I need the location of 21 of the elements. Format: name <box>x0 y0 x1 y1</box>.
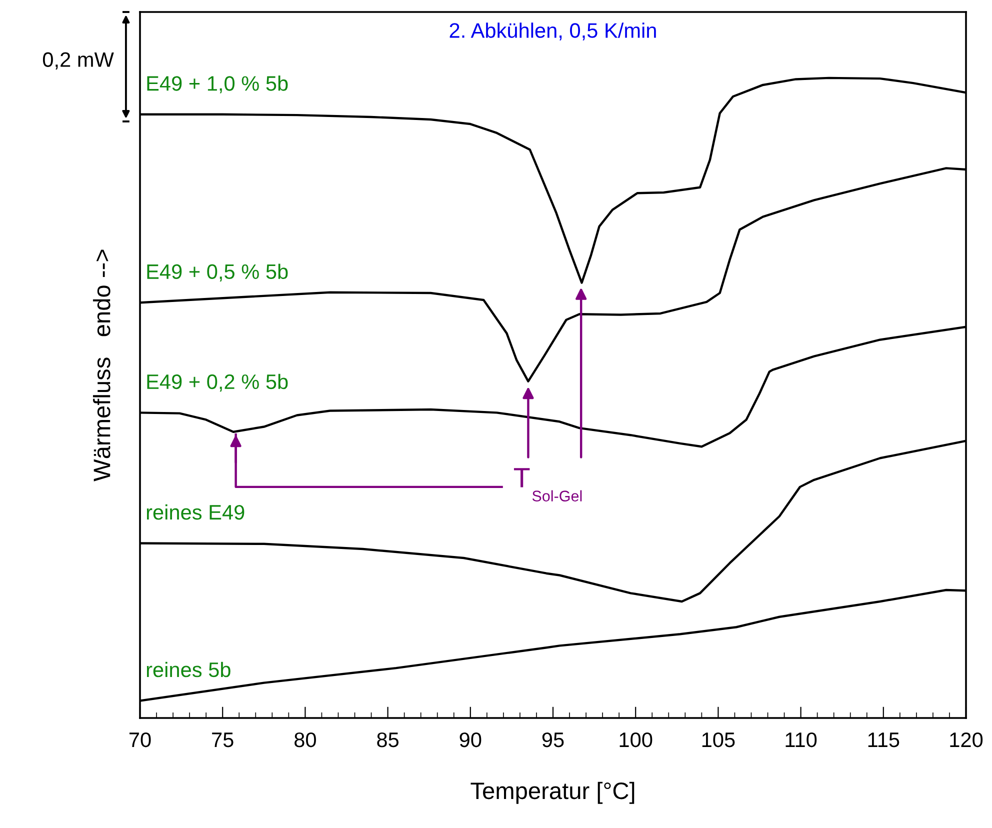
chart-title: 2. Abkühlen, 0,5 K/min <box>450 22 656 40</box>
x-tick-label: 90 <box>460 732 482 748</box>
x-tick-label: 120 <box>950 732 983 748</box>
x-tick-label: 100 <box>620 732 652 748</box>
annotation: TSol-Gel <box>514 468 582 502</box>
series-label: E49 + 0,2 % 5b <box>147 374 288 392</box>
series-label: E49 + 0,5 % 5b <box>147 264 288 282</box>
x-tick-label: 105 <box>702 732 735 748</box>
series-label: E49 + 1,0 % 5b <box>147 76 288 94</box>
x-tick-label: 70 <box>129 732 151 748</box>
y-axis-title: Wärmefluss endo --> <box>92 250 110 482</box>
text: 0,2 mW <box>42 52 114 70</box>
series-label: reines E49 <box>146 504 244 520</box>
x-tick-label: 85 <box>377 732 399 748</box>
x-tick-label: 115 <box>868 732 900 748</box>
x-tick-label: 95 <box>542 732 564 748</box>
x-tick-label: 80 <box>294 732 316 748</box>
series-label: reines 5b <box>146 662 230 678</box>
x-axis-title: Temperatur [°C] <box>470 782 634 804</box>
x-tick-label: 75 <box>212 732 234 748</box>
x-tick-label: 110 <box>786 732 817 748</box>
